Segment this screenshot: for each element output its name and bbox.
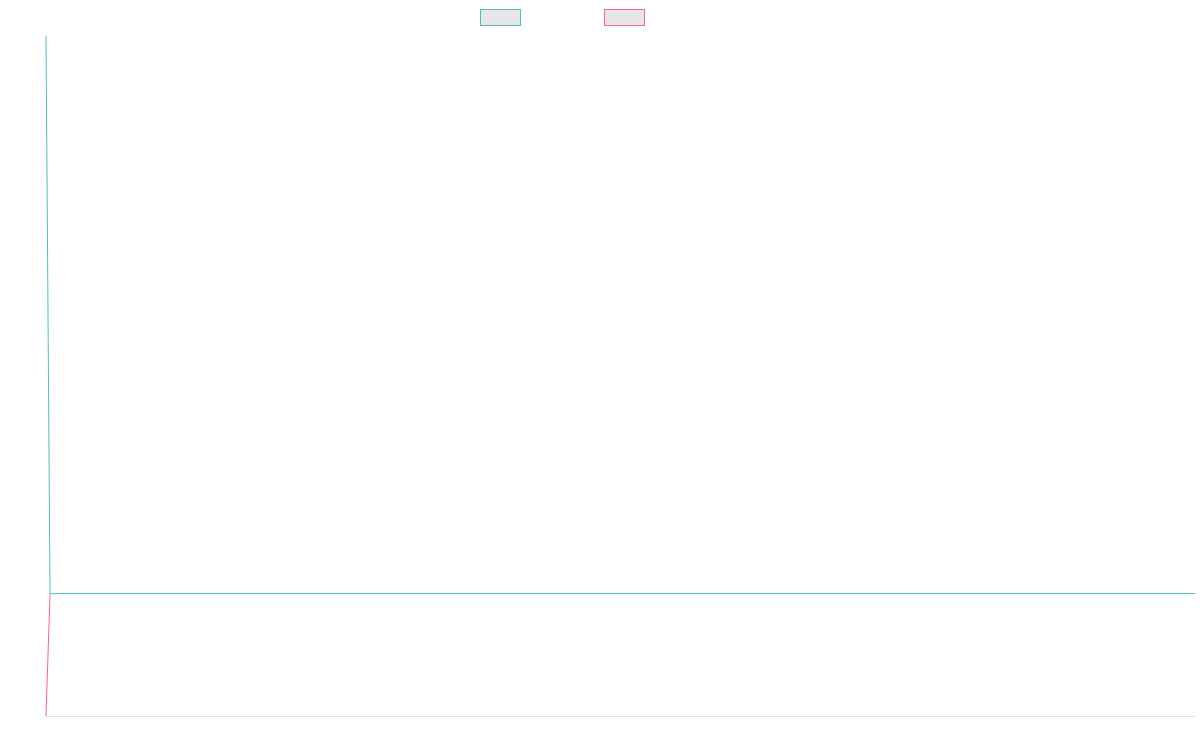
legend-item-2[interactable]	[604, 9, 645, 26]
legend-swatch-1	[480, 9, 521, 26]
series-line-1	[45, 35, 1195, 595]
chart-legend	[0, 0, 1200, 36]
legend-item-1[interactable]	[480, 9, 521, 26]
series-line-2	[45, 593, 51, 717]
legend-swatch-2	[604, 9, 645, 26]
